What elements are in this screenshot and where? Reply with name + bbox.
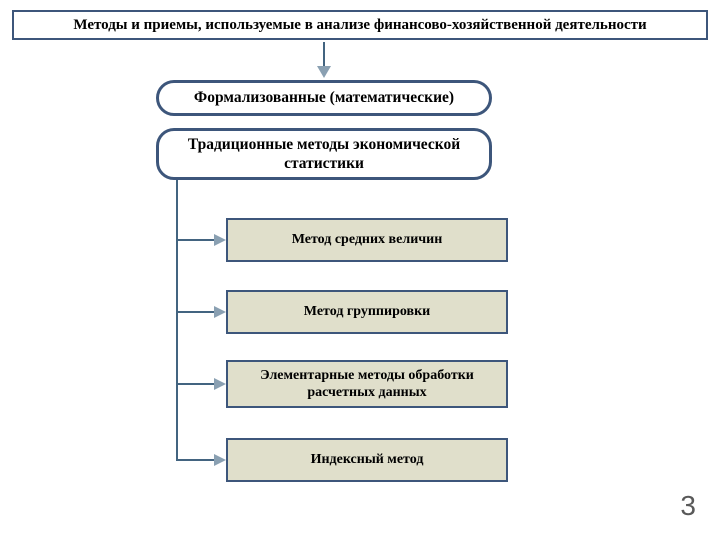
header-box: Методы и приемы, используемые в анализе … [12,10,708,40]
arrow-right-icon [214,378,226,390]
connector [176,459,214,461]
connector [323,42,325,66]
connector [176,239,214,241]
connector [176,311,214,313]
arrow-right-icon [214,454,226,466]
arrow-down-icon [317,66,331,78]
category-traditional-label: Традиционные методы экономической статис… [167,135,481,174]
category-traditional: Традиционные методы экономической статис… [156,128,492,180]
leaf-averages: Метод средних величин [226,218,508,262]
category-formalized: Формализованные (математические) [156,80,492,116]
page-number: 3 [680,490,696,522]
leaf-label: Элементарные методы обработки расчетных … [236,367,498,402]
leaf-label: Метод средних величин [292,231,443,249]
header-text: Методы и приемы, используемые в анализе … [73,16,646,35]
diagram-canvas: Методы и приемы, используемые в анализе … [0,0,720,540]
leaf-label: Метод группировки [304,303,430,321]
leaf-label: Индексный метод [311,451,424,469]
connector [176,180,178,460]
leaf-grouping: Метод группировки [226,290,508,334]
leaf-index: Индексный метод [226,438,508,482]
connector [176,383,214,385]
arrow-right-icon [214,234,226,246]
arrow-right-icon [214,306,226,318]
leaf-elementary: Элементарные методы обработки расчетных … [226,360,508,408]
category-formalized-label: Формализованные (математические) [194,88,454,107]
